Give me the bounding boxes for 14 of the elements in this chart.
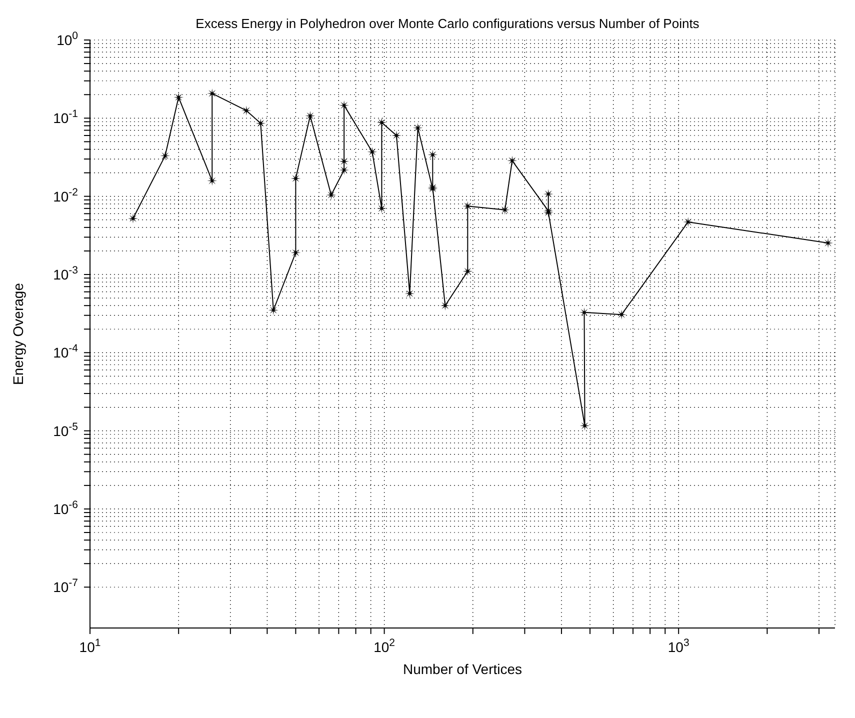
y-tick-label: 10$^{-5}$: [53, 420, 78, 439]
y-tick-label: 10$^{-4}$: [53, 342, 78, 361]
y-axis-title: Energy Overage: [10, 282, 26, 385]
x-tick-label: 10$^{2}$: [374, 637, 396, 655]
y-tick-label: 10$^{-3}$: [53, 264, 78, 282]
y-tick-label: 10$^{-2}$: [53, 186, 78, 204]
y-tick-label: 10$^{0}$: [56, 30, 78, 48]
y-tick-label: 10$^{-6}$: [53, 498, 78, 517]
x-axis-title: Number of Vertices: [402, 661, 522, 677]
x-tick-label: 10$^{3}$: [668, 637, 690, 655]
y-tick-label: 10$^{-7}$: [53, 577, 78, 596]
chart-title: Excess Energy in Polyhedron over Monte Carlo configurations versus Number of Points: [196, 16, 700, 31]
x-tick-label: 10$^{1}$: [79, 637, 101, 655]
y-tick-label: 10$^{-1}$: [53, 108, 78, 126]
